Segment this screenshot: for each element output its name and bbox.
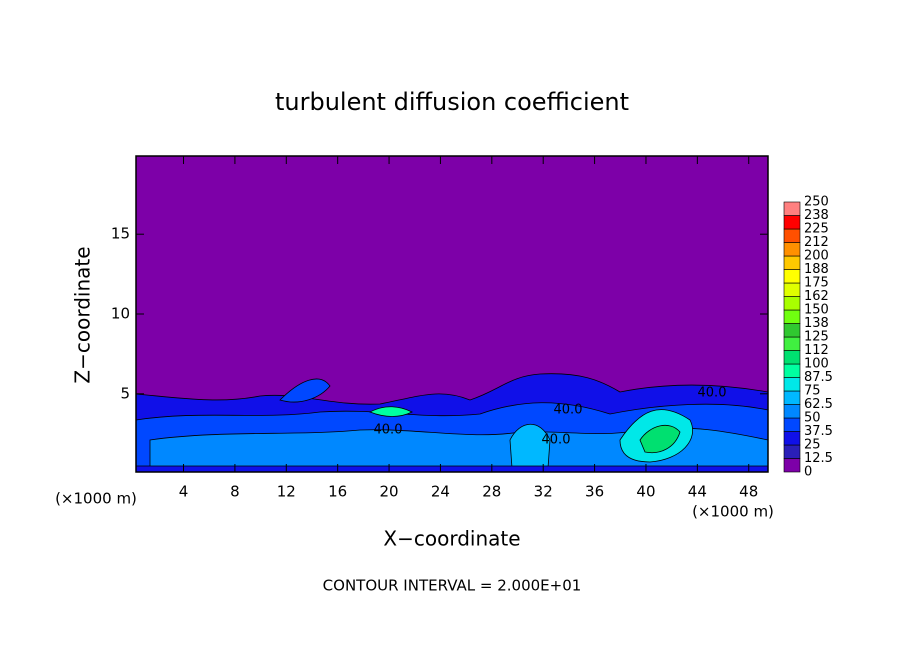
colorbar-label: 150 <box>804 303 829 318</box>
colorbar-label: 212 <box>804 235 829 250</box>
colorbar-bin <box>783 323 801 338</box>
colorbar-bin <box>783 282 801 297</box>
field <box>135 156 769 473</box>
colorbar-bin <box>783 201 801 216</box>
colorbar-bin <box>783 255 801 270</box>
colorbar-label: 112 <box>804 343 829 358</box>
colorbar-label: 75 <box>804 384 821 399</box>
colorbar-label: 12.5 <box>804 451 833 466</box>
footer-note: CONTOUR INTERVAL = 2.000E+01 <box>323 577 582 595</box>
colorbar-label: 238 <box>804 208 829 223</box>
colorbar-bin <box>783 269 801 284</box>
colorbar-bin <box>783 444 801 459</box>
colorbar-bin <box>783 309 801 324</box>
colorbar-bin <box>783 377 801 392</box>
chart-title: turbulent diffusion coefficient <box>275 88 629 116</box>
contour-label: 40.0 <box>698 386 727 401</box>
field-region <box>279 378 331 403</box>
colorbar-label: 37.5 <box>804 424 833 439</box>
x-tick-label: 24 <box>431 483 450 501</box>
x-tick-label: 48 <box>739 483 758 501</box>
colorbar-label: 87.5 <box>804 370 833 385</box>
y-tick-label: 10 <box>111 305 130 323</box>
x-axis-label: X−coordinate <box>383 527 520 551</box>
y-unit-label: (×1000 m) <box>55 490 137 508</box>
y-tick-label: 5 <box>120 384 130 402</box>
x-tick-label: 20 <box>380 483 399 501</box>
colorbar-bin <box>783 431 801 446</box>
colorbar-label: 188 <box>804 262 829 277</box>
colorbar-bin <box>783 417 801 432</box>
field-region <box>639 424 681 454</box>
colorbar-label: 162 <box>804 289 829 304</box>
contour-label: 40.0 <box>374 423 403 438</box>
colorbar-label: 225 <box>804 222 829 237</box>
colorbar-bin <box>783 336 801 351</box>
colorbar-label: 62.5 <box>804 397 833 412</box>
contour-label: 40.0 <box>554 403 583 418</box>
field-region <box>509 423 551 469</box>
colorbar-label: 138 <box>804 316 829 331</box>
colorbar-bin <box>783 242 801 257</box>
x-tick-label: 12 <box>277 483 296 501</box>
colorbar-bin <box>783 404 801 419</box>
colorbar-label: 100 <box>804 357 829 372</box>
colorbar-bin <box>783 458 801 473</box>
colorbar-label: 250 <box>804 195 829 210</box>
colorbar-label: 0 <box>804 465 812 480</box>
field-region <box>135 465 769 473</box>
x-tick-label: 36 <box>585 483 604 501</box>
colorbar-bin <box>783 350 801 365</box>
colorbar-label: 25 <box>804 438 821 453</box>
colorbar-label: 200 <box>804 249 829 264</box>
colorbar-label: 125 <box>804 330 829 345</box>
contour-label: 40.0 <box>542 433 571 448</box>
x-tick-label: 44 <box>688 483 707 501</box>
x-tick-label: 32 <box>534 483 553 501</box>
x-tick-label: 8 <box>230 483 240 501</box>
colorbar-bin <box>783 390 801 405</box>
field-region <box>369 406 413 417</box>
colorbar-bin <box>783 296 801 311</box>
x-unit-label: (×1000 m) <box>692 503 774 521</box>
colorbar-bin <box>783 215 801 230</box>
y-axis-label: Z−coordinate <box>71 246 95 383</box>
colorbar-bin <box>783 363 801 378</box>
x-tick-label: 4 <box>179 483 189 501</box>
x-tick-label: 28 <box>482 483 501 501</box>
colorbar-label: 175 <box>804 276 829 291</box>
x-tick-label: 40 <box>636 483 655 501</box>
colorbar-label: 50 <box>804 411 821 426</box>
y-tick-label: 15 <box>111 225 130 243</box>
x-tick-label: 16 <box>328 483 347 501</box>
colorbar-bin <box>783 228 801 243</box>
